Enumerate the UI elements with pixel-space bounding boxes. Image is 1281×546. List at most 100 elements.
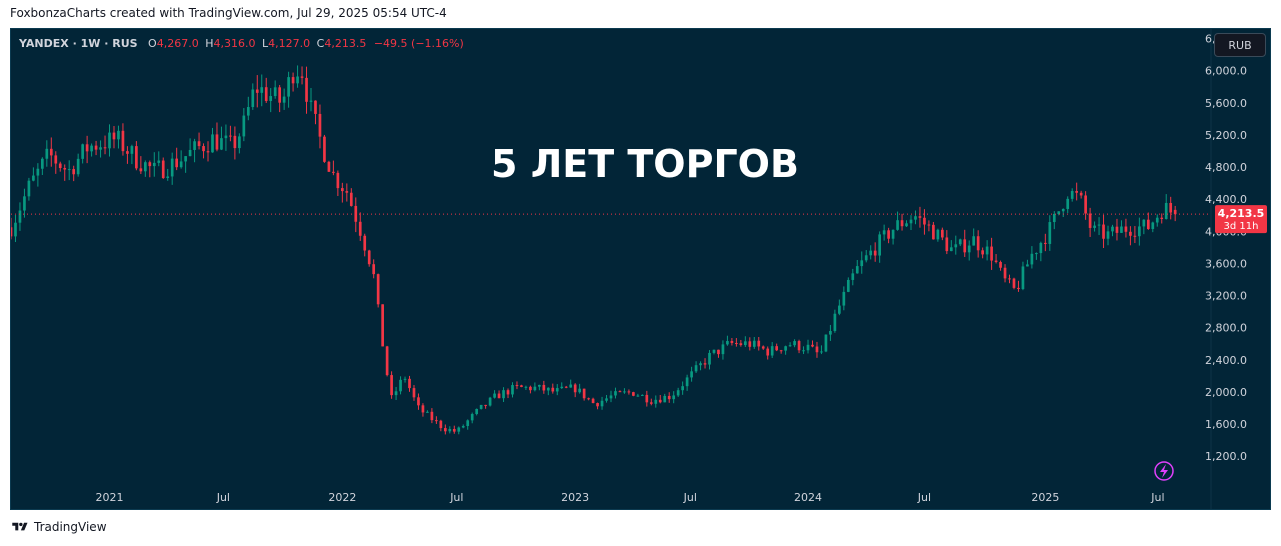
candle[interactable] — [188, 149, 192, 157]
candle[interactable] — [873, 250, 877, 256]
candle[interactable] — [443, 428, 447, 432]
candle[interactable] — [909, 219, 913, 224]
candle[interactable] — [372, 264, 376, 275]
candle[interactable] — [815, 346, 819, 353]
candle[interactable] — [41, 158, 44, 169]
candle[interactable] — [179, 161, 183, 168]
candle[interactable] — [515, 385, 519, 387]
candle[interactable] — [300, 76, 304, 78]
candle[interactable] — [806, 344, 810, 351]
candle[interactable] — [305, 77, 308, 102]
candle[interactable] — [941, 229, 944, 238]
candle[interactable] — [479, 404, 483, 409]
candle[interactable] — [461, 426, 465, 428]
candle[interactable] — [699, 363, 702, 366]
candle[interactable] — [851, 273, 855, 280]
candle[interactable] — [282, 96, 286, 103]
candle[interactable] — [470, 414, 474, 421]
candle[interactable] — [1093, 225, 1096, 228]
candle[interactable] — [121, 130, 125, 152]
candle[interactable] — [999, 261, 1002, 268]
candle[interactable] — [11, 227, 13, 237]
candle[interactable] — [667, 395, 671, 400]
candle[interactable] — [112, 132, 116, 140]
candle[interactable] — [976, 236, 980, 251]
candle[interactable] — [117, 130, 120, 140]
candle[interactable] — [278, 87, 281, 103]
candle[interactable] — [766, 348, 770, 356]
candle[interactable] — [1115, 226, 1119, 233]
candle[interactable] — [341, 188, 344, 192]
candle[interactable] — [811, 344, 814, 347]
candle[interactable] — [1035, 253, 1038, 255]
candle[interactable] — [685, 377, 689, 387]
candle[interactable] — [1102, 224, 1105, 239]
candle[interactable] — [314, 100, 317, 114]
candle[interactable] — [1070, 191, 1074, 199]
candle[interactable] — [591, 398, 595, 404]
candle[interactable] — [126, 151, 129, 154]
candle[interactable] — [430, 411, 434, 421]
candle[interactable] — [784, 346, 787, 351]
candle[interactable] — [475, 408, 479, 415]
candle[interactable] — [211, 134, 214, 153]
candle[interactable] — [497, 393, 501, 399]
candle[interactable] — [712, 349, 716, 353]
candle[interactable] — [721, 344, 725, 355]
candle[interactable] — [824, 334, 828, 352]
candle[interactable] — [578, 388, 581, 393]
candle[interactable] — [864, 255, 868, 261]
candle[interactable] — [1048, 222, 1052, 244]
candle[interactable] — [1012, 278, 1016, 288]
candle[interactable] — [488, 397, 492, 406]
candle[interactable] — [1039, 242, 1043, 254]
candle[interactable] — [206, 151, 210, 153]
candle[interactable] — [582, 388, 586, 399]
candle[interactable] — [148, 162, 152, 167]
candle[interactable] — [932, 224, 935, 240]
candle[interactable] — [14, 222, 17, 237]
candle[interactable] — [184, 156, 187, 162]
candle[interactable] — [842, 291, 846, 306]
candle[interactable] — [130, 146, 134, 154]
candle[interactable] — [994, 260, 998, 262]
lightning-icon[interactable] — [1154, 461, 1174, 481]
candle[interactable] — [990, 246, 993, 261]
candle[interactable] — [936, 229, 940, 240]
candle[interactable] — [452, 428, 456, 432]
candle[interactable] — [949, 247, 953, 252]
candle[interactable] — [18, 210, 22, 223]
candle[interactable] — [1133, 235, 1137, 237]
candle[interactable] — [260, 87, 264, 93]
candle[interactable] — [291, 77, 295, 84]
candle[interactable] — [161, 160, 165, 179]
candle[interactable] — [914, 216, 917, 220]
candle[interactable] — [1061, 208, 1065, 212]
candle[interactable] — [730, 341, 734, 343]
candle[interactable] — [564, 386, 568, 388]
chart-panel[interactable]: 1,200.0 1,600.0 2,000.0 2,400.0 2,800.0 3,200… — [10, 28, 1271, 510]
candle[interactable] — [36, 168, 40, 176]
candle[interactable] — [752, 340, 756, 347]
candle[interactable] — [264, 87, 268, 102]
candle[interactable] — [1169, 202, 1173, 213]
candle[interactable] — [1146, 219, 1150, 229]
candle[interactable] — [49, 148, 53, 156]
candle[interactable] — [215, 134, 219, 150]
candle[interactable] — [658, 399, 662, 403]
candle[interactable] — [560, 386, 564, 389]
candle[interactable] — [735, 342, 738, 344]
symbol-label[interactable]: YANDEX · 1W · RUS — [19, 37, 138, 50]
candle[interactable] — [1155, 217, 1159, 223]
candle[interactable] — [1030, 253, 1034, 265]
candle[interactable] — [27, 180, 31, 197]
candle[interactable] — [891, 229, 895, 239]
candle[interactable] — [623, 391, 626, 393]
candle[interactable] — [905, 223, 908, 227]
candle[interactable] — [1017, 287, 1020, 290]
currency-button[interactable]: RUB — [1214, 33, 1266, 57]
candle[interactable] — [654, 399, 658, 404]
candle[interactable] — [923, 217, 926, 225]
candle[interactable] — [958, 239, 962, 245]
candle[interactable] — [309, 100, 313, 102]
